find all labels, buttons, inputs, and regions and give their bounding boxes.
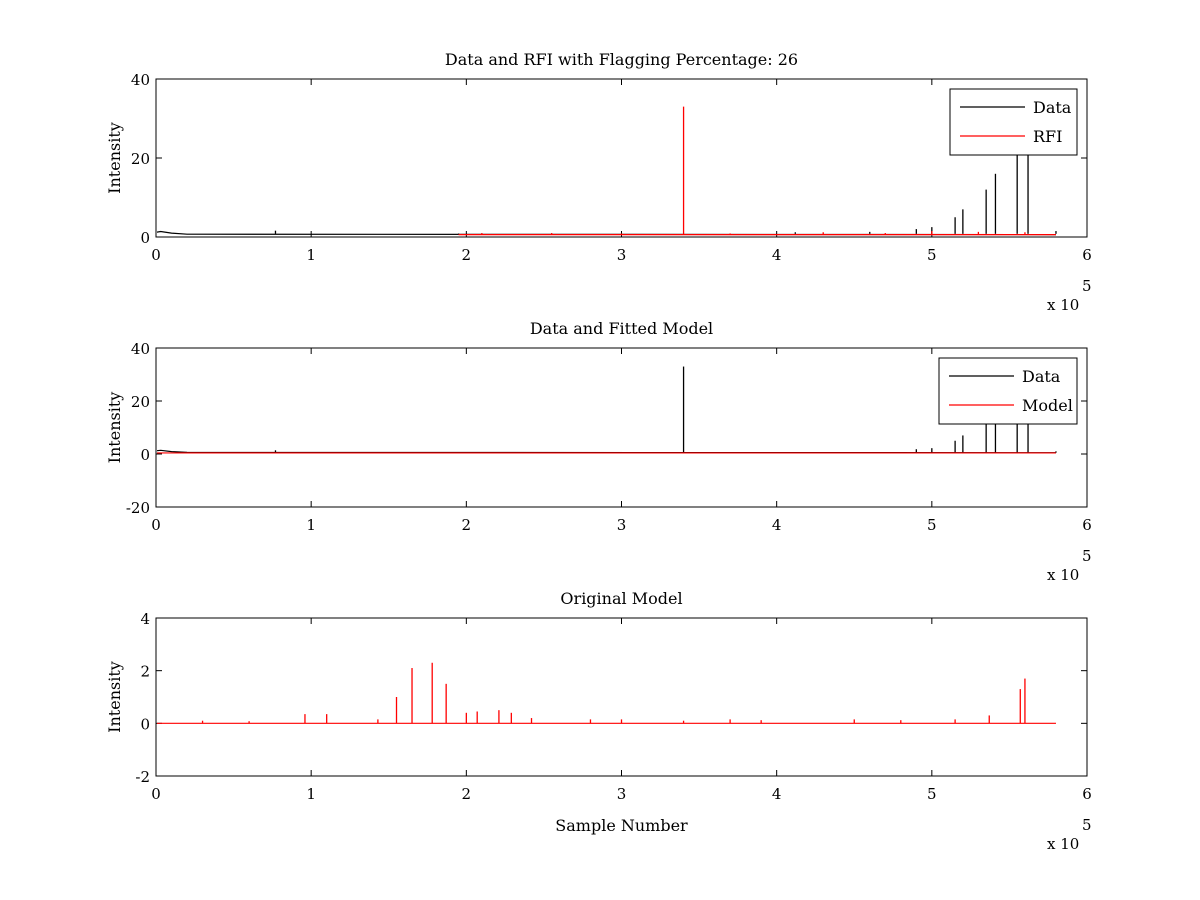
series-model	[157, 662, 1056, 724]
legend: Data Model	[938, 357, 1078, 425]
chart-title: Data and RFI with Flagging Percentage: 2…	[445, 50, 798, 69]
x-tick-label: 6	[1082, 246, 1092, 264]
y-tick-label: 4	[140, 610, 150, 628]
legend-label: Data	[1022, 367, 1061, 386]
subplot-1: Data and RFI with Flagging Percentage: 2…	[105, 50, 1092, 314]
x-tick-label: 1	[306, 246, 316, 264]
chart-title: Data and Fitted Model	[530, 319, 713, 338]
x-tick-label: 0	[151, 785, 161, 803]
legend-box	[949, 88, 1078, 156]
x-tick-label: 0	[151, 246, 161, 264]
legend-label: RFI	[1033, 127, 1062, 146]
legend-label: Data	[1033, 98, 1072, 117]
y-tick-label: 0	[140, 715, 150, 733]
x-tick-label: 6	[1082, 516, 1092, 534]
series-rfi	[458, 106, 1056, 236]
chart-title: Original Model	[560, 589, 682, 608]
x-multiplier-base: x 10	[1047, 296, 1079, 314]
x-multiplier-exponent: 5	[1082, 547, 1092, 565]
x-tick-label: 2	[462, 516, 472, 534]
x-multiplier: x 105	[1047, 547, 1092, 584]
y-tick-label: 40	[131, 340, 150, 358]
x-tick-label: 3	[617, 246, 627, 264]
x-tick-label: 2	[462, 246, 472, 264]
x-tick-label: 5	[927, 785, 937, 803]
y-tick-label: -2	[135, 768, 150, 786]
axes-box	[155, 617, 1088, 777]
x-multiplier-base: x 10	[1047, 566, 1079, 584]
x-tick-label: 1	[306, 785, 316, 803]
y-axis-label: Intensity	[105, 661, 124, 733]
y-tick-label: 2	[140, 663, 150, 681]
x-tick-label: 4	[772, 516, 782, 534]
x-multiplier-exponent: 5	[1082, 277, 1092, 295]
x-tick-label: 4	[772, 246, 782, 264]
y-tick-label: 20	[131, 150, 150, 168]
x-tick-label: 3	[617, 785, 627, 803]
x-tick-label: 5	[927, 246, 937, 264]
x-tick-label: 4	[772, 785, 782, 803]
legend-box	[938, 357, 1078, 425]
axes-box	[155, 78, 1088, 238]
legend: Data RFI	[949, 88, 1078, 156]
y-axis-label: Intensity	[105, 122, 124, 194]
y-tick-label: -20	[126, 499, 150, 517]
x-multiplier: x 105	[1047, 816, 1092, 853]
y-tick-label: 40	[131, 71, 150, 89]
plot-area	[157, 662, 1056, 724]
axes-box	[155, 347, 1088, 508]
y-axis-label: Intensity	[105, 392, 124, 464]
legend-label: Model	[1022, 396, 1073, 415]
y-tick-label: 20	[131, 393, 150, 411]
x-tick-label: 6	[1082, 785, 1092, 803]
y-tick-label: 0	[140, 229, 150, 247]
x-axis-label: Sample Number	[555, 816, 688, 835]
x-tick-label: 0	[151, 516, 161, 534]
x-tick-label: 5	[927, 516, 937, 534]
x-multiplier-base: x 10	[1047, 835, 1079, 853]
x-tick-label: 2	[462, 785, 472, 803]
x-tick-label: 3	[617, 516, 627, 534]
y-tick-label: 0	[140, 446, 150, 464]
x-multiplier-exponent: 5	[1082, 816, 1092, 834]
plot-area	[157, 106, 1057, 236]
x-multiplier: x 105	[1047, 277, 1092, 314]
x-tick-label: 1	[306, 516, 316, 534]
